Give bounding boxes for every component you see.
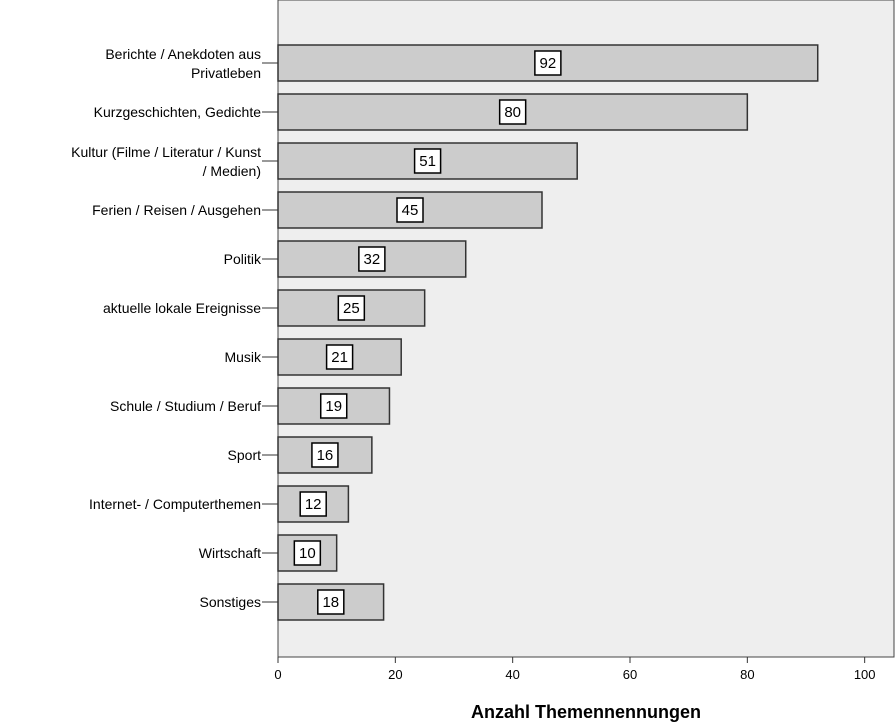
x-tick-label: 60 [623,667,637,682]
data-label: 21 [331,349,348,366]
data-label-box [311,442,339,468]
category-label: Sonstiges [200,594,261,610]
data-label-box [337,295,366,321]
category-label: / Medien) [203,163,261,179]
data-label-box [299,491,327,517]
category-label: aktuelle lokale Ereignisse [103,300,261,316]
data-label: 16 [317,447,334,464]
data-label-box [498,99,527,125]
category-label: Privatleben [191,65,261,81]
category-label: Internet- / Computerthemen [89,496,261,512]
data-label: 19 [325,398,342,415]
x-tick-label: 80 [740,667,754,682]
category-label: Kurzgeschichten, Gedichte [94,104,262,120]
x-tick-label: 0 [274,667,281,682]
x-tick-label: 100 [854,667,876,682]
category-label: Wirtschaft [199,545,261,561]
data-label: 10 [299,545,316,562]
bars-layer: 92 80 51 45 32 25 21 19 16 12 10 18 [277,44,819,621]
data-label: 80 [504,104,521,121]
data-label: 12 [305,496,322,513]
data-label-box [325,344,354,370]
category-label: Berichte / Anekdoten aus [105,46,261,62]
category-label: Ferien / Reisen / Ausgehen [92,202,261,218]
data-label: 25 [343,300,360,317]
category-label: Schule / Studium / Beruf [110,398,261,414]
data-label: 92 [540,55,557,72]
data-label-box [317,589,345,615]
data-label-box [319,393,348,419]
category-axis: Berichte / Anekdoten aus Privatleben Kurzg… [71,46,278,610]
x-axis: 0 20 40 60 80 100 [274,656,894,682]
data-label-box [534,50,562,76]
x-tick-label: 20 [388,667,402,682]
x-axis-title: Anzahl Themennennungen [471,702,701,722]
data-label: 18 [322,594,339,611]
data-label-box [358,246,386,272]
data-label: 45 [402,202,419,219]
category-label: Musik [224,349,262,365]
data-label-box [413,148,442,174]
x-tick-label: 40 [505,667,519,682]
data-label-box [396,197,424,223]
category-label: Politik [224,251,262,267]
category-label: Kultur (Filme / Literatur / Kunst [71,144,261,160]
data-label: 32 [364,251,381,268]
category-label: Sport [228,447,262,463]
data-label-box [293,540,322,566]
data-label: 51 [419,153,436,170]
